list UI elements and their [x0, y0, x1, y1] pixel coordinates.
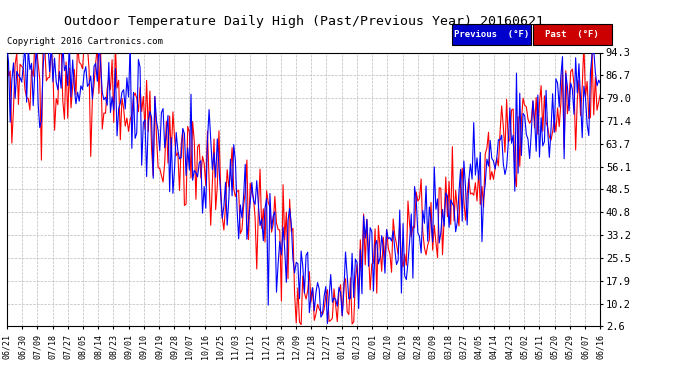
Text: Previous  (°F): Previous (°F): [454, 30, 529, 39]
Text: Past  (°F): Past (°F): [546, 30, 599, 39]
Text: Copyright 2016 Cartronics.com: Copyright 2016 Cartronics.com: [7, 38, 163, 46]
Text: Outdoor Temperature Daily High (Past/Previous Year) 20160621: Outdoor Temperature Daily High (Past/Pre…: [63, 15, 544, 28]
